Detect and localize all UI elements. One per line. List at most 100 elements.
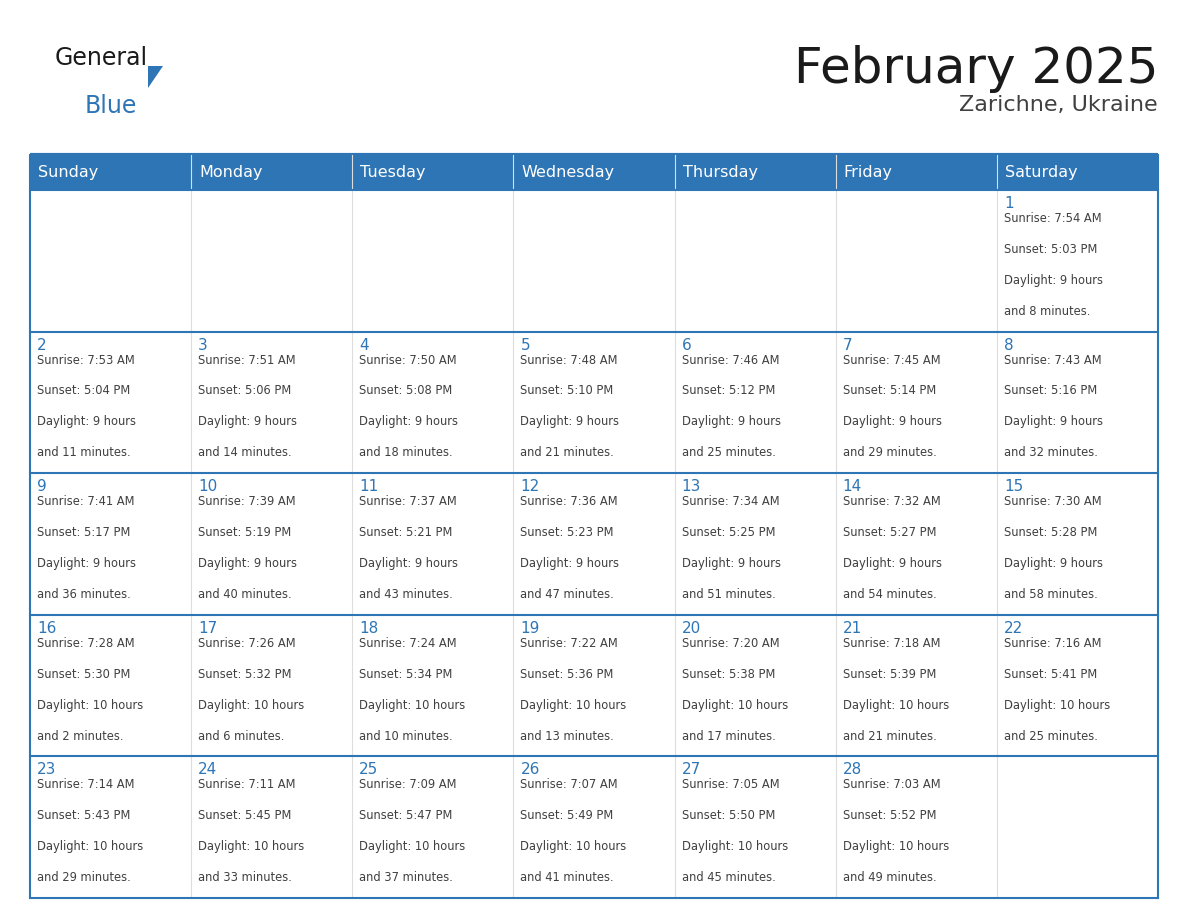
Text: Monday: Monday bbox=[200, 165, 263, 180]
Text: General: General bbox=[55, 46, 148, 70]
Text: Sunrise: 7:54 AM: Sunrise: 7:54 AM bbox=[1004, 212, 1101, 225]
Text: Daylight: 10 hours: Daylight: 10 hours bbox=[359, 699, 466, 711]
Text: Thursday: Thursday bbox=[683, 165, 758, 180]
Text: 21: 21 bbox=[842, 621, 862, 636]
Text: Daylight: 9 hours: Daylight: 9 hours bbox=[198, 416, 297, 429]
Text: 26: 26 bbox=[520, 763, 539, 778]
Text: Sunset: 5:21 PM: Sunset: 5:21 PM bbox=[359, 526, 453, 539]
Text: Sunset: 5:50 PM: Sunset: 5:50 PM bbox=[682, 810, 775, 823]
Text: Sunrise: 7:48 AM: Sunrise: 7:48 AM bbox=[520, 353, 618, 366]
Text: and 54 minutes.: and 54 minutes. bbox=[842, 588, 936, 601]
Text: Sunrise: 7:14 AM: Sunrise: 7:14 AM bbox=[37, 778, 134, 791]
Text: 10: 10 bbox=[198, 479, 217, 494]
Text: Daylight: 10 hours: Daylight: 10 hours bbox=[520, 840, 627, 853]
Text: Sunday: Sunday bbox=[38, 165, 99, 180]
Text: 3: 3 bbox=[198, 338, 208, 353]
Text: Daylight: 10 hours: Daylight: 10 hours bbox=[198, 699, 304, 711]
Text: and 8 minutes.: and 8 minutes. bbox=[1004, 305, 1091, 318]
Text: Sunset: 5:49 PM: Sunset: 5:49 PM bbox=[520, 810, 614, 823]
Text: Sunrise: 7:05 AM: Sunrise: 7:05 AM bbox=[682, 778, 779, 791]
Text: Sunrise: 7:45 AM: Sunrise: 7:45 AM bbox=[842, 353, 941, 366]
Text: Daylight: 9 hours: Daylight: 9 hours bbox=[520, 416, 619, 429]
Text: Sunset: 5:43 PM: Sunset: 5:43 PM bbox=[37, 810, 131, 823]
Text: 18: 18 bbox=[359, 621, 379, 636]
Text: Sunset: 5:41 PM: Sunset: 5:41 PM bbox=[1004, 667, 1097, 681]
Text: and 29 minutes.: and 29 minutes. bbox=[37, 871, 131, 884]
Text: Sunrise: 7:22 AM: Sunrise: 7:22 AM bbox=[520, 637, 618, 650]
Text: 28: 28 bbox=[842, 763, 862, 778]
Bar bbox=[30, 331, 1158, 473]
Text: Sunrise: 7:41 AM: Sunrise: 7:41 AM bbox=[37, 495, 134, 509]
Text: 14: 14 bbox=[842, 479, 862, 494]
Polygon shape bbox=[148, 66, 164, 88]
Text: Sunset: 5:36 PM: Sunset: 5:36 PM bbox=[520, 667, 614, 681]
Text: 5: 5 bbox=[520, 338, 530, 353]
Text: Daylight: 9 hours: Daylight: 9 hours bbox=[682, 416, 781, 429]
Text: 6: 6 bbox=[682, 338, 691, 353]
Text: Sunrise: 7:20 AM: Sunrise: 7:20 AM bbox=[682, 637, 779, 650]
Text: Sunrise: 7:30 AM: Sunrise: 7:30 AM bbox=[1004, 495, 1101, 509]
Text: Sunset: 5:03 PM: Sunset: 5:03 PM bbox=[1004, 243, 1098, 256]
Text: Sunset: 5:19 PM: Sunset: 5:19 PM bbox=[198, 526, 291, 539]
Text: Daylight: 10 hours: Daylight: 10 hours bbox=[198, 840, 304, 853]
Text: 22: 22 bbox=[1004, 621, 1023, 636]
Text: Friday: Friday bbox=[843, 165, 892, 180]
Bar bbox=[30, 190, 1158, 331]
Text: 9: 9 bbox=[37, 479, 46, 494]
Text: Daylight: 9 hours: Daylight: 9 hours bbox=[1004, 274, 1102, 286]
Text: Sunrise: 7:28 AM: Sunrise: 7:28 AM bbox=[37, 637, 134, 650]
Text: 12: 12 bbox=[520, 479, 539, 494]
Text: Sunrise: 7:07 AM: Sunrise: 7:07 AM bbox=[520, 778, 618, 791]
Bar bbox=[30, 155, 1158, 190]
Text: Sunset: 5:17 PM: Sunset: 5:17 PM bbox=[37, 526, 131, 539]
Text: and 13 minutes.: and 13 minutes. bbox=[520, 730, 614, 743]
Text: Sunrise: 7:37 AM: Sunrise: 7:37 AM bbox=[359, 495, 457, 509]
Text: Sunrise: 7:51 AM: Sunrise: 7:51 AM bbox=[198, 353, 296, 366]
Text: 16: 16 bbox=[37, 621, 56, 636]
Text: and 40 minutes.: and 40 minutes. bbox=[198, 588, 292, 601]
Text: and 21 minutes.: and 21 minutes. bbox=[520, 446, 614, 459]
Text: Saturday: Saturday bbox=[1005, 165, 1078, 180]
Text: Sunrise: 7:36 AM: Sunrise: 7:36 AM bbox=[520, 495, 618, 509]
Text: Sunset: 5:38 PM: Sunset: 5:38 PM bbox=[682, 667, 775, 681]
Bar bbox=[30, 615, 1158, 756]
Text: Daylight: 9 hours: Daylight: 9 hours bbox=[520, 557, 619, 570]
Text: Sunrise: 7:50 AM: Sunrise: 7:50 AM bbox=[359, 353, 457, 366]
Text: Daylight: 10 hours: Daylight: 10 hours bbox=[842, 699, 949, 711]
Text: 20: 20 bbox=[682, 621, 701, 636]
Bar bbox=[30, 756, 1158, 898]
Text: Daylight: 10 hours: Daylight: 10 hours bbox=[37, 840, 144, 853]
Text: and 45 minutes.: and 45 minutes. bbox=[682, 871, 776, 884]
Text: and 58 minutes.: and 58 minutes. bbox=[1004, 588, 1098, 601]
Text: Daylight: 10 hours: Daylight: 10 hours bbox=[37, 699, 144, 711]
Text: Sunrise: 7:46 AM: Sunrise: 7:46 AM bbox=[682, 353, 779, 366]
Text: Daylight: 9 hours: Daylight: 9 hours bbox=[1004, 416, 1102, 429]
Text: Sunset: 5:39 PM: Sunset: 5:39 PM bbox=[842, 667, 936, 681]
Text: Daylight: 10 hours: Daylight: 10 hours bbox=[359, 840, 466, 853]
Text: Daylight: 10 hours: Daylight: 10 hours bbox=[842, 840, 949, 853]
Text: and 32 minutes.: and 32 minutes. bbox=[1004, 446, 1098, 459]
Text: Sunset: 5:06 PM: Sunset: 5:06 PM bbox=[198, 385, 291, 397]
Text: Daylight: 9 hours: Daylight: 9 hours bbox=[359, 416, 459, 429]
Text: and 36 minutes.: and 36 minutes. bbox=[37, 588, 131, 601]
Text: 27: 27 bbox=[682, 763, 701, 778]
Text: 19: 19 bbox=[520, 621, 539, 636]
Text: Sunset: 5:32 PM: Sunset: 5:32 PM bbox=[198, 667, 291, 681]
Text: Wednesday: Wednesday bbox=[522, 165, 614, 180]
Text: Blue: Blue bbox=[86, 94, 138, 118]
Text: Sunrise: 7:18 AM: Sunrise: 7:18 AM bbox=[842, 637, 940, 650]
Text: Sunrise: 7:34 AM: Sunrise: 7:34 AM bbox=[682, 495, 779, 509]
Text: Daylight: 10 hours: Daylight: 10 hours bbox=[520, 699, 627, 711]
Text: February 2025: February 2025 bbox=[794, 45, 1158, 93]
Text: and 29 minutes.: and 29 minutes. bbox=[842, 446, 936, 459]
Text: Sunrise: 7:32 AM: Sunrise: 7:32 AM bbox=[842, 495, 941, 509]
Text: Daylight: 9 hours: Daylight: 9 hours bbox=[37, 557, 135, 570]
Text: and 25 minutes.: and 25 minutes. bbox=[682, 446, 776, 459]
Text: Sunset: 5:28 PM: Sunset: 5:28 PM bbox=[1004, 526, 1098, 539]
Text: and 25 minutes.: and 25 minutes. bbox=[1004, 730, 1098, 743]
Text: Sunset: 5:47 PM: Sunset: 5:47 PM bbox=[359, 810, 453, 823]
Text: Sunrise: 7:26 AM: Sunrise: 7:26 AM bbox=[198, 637, 296, 650]
Text: 7: 7 bbox=[842, 338, 852, 353]
Text: Sunrise: 7:39 AM: Sunrise: 7:39 AM bbox=[198, 495, 296, 509]
Text: Daylight: 10 hours: Daylight: 10 hours bbox=[1004, 699, 1110, 711]
